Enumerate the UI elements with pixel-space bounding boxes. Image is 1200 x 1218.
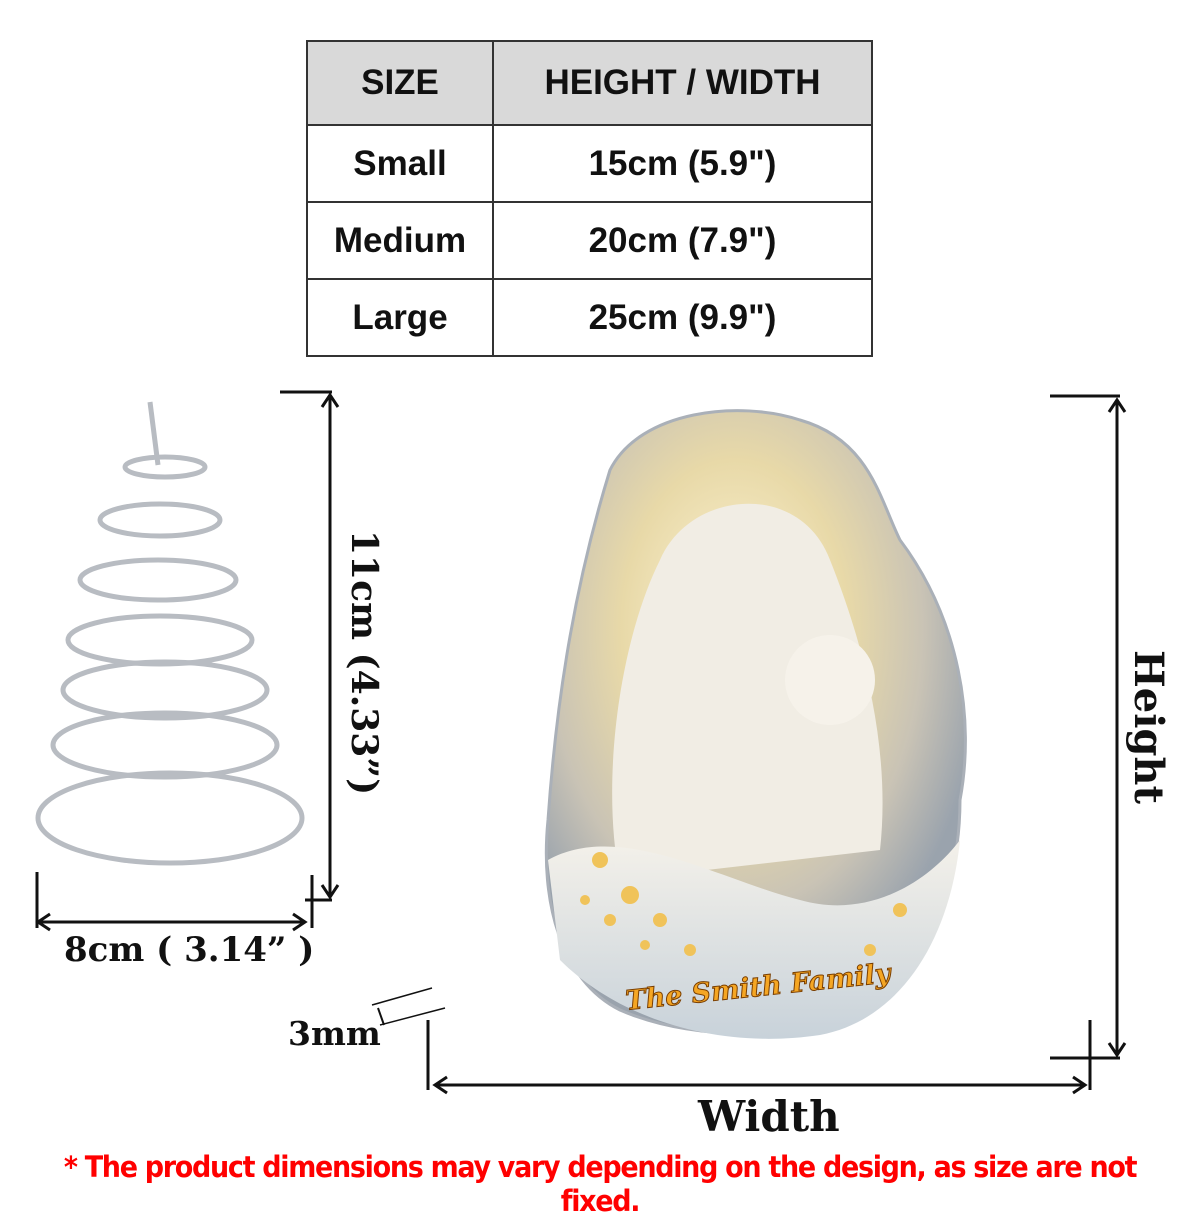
ornament-height-label: Height [1125, 650, 1172, 804]
dimension-cell: 15cm (5.9") [492, 124, 873, 203]
size-cell: Large [306, 278, 494, 357]
thickness-label: 3mm [288, 1014, 381, 1053]
header-height-width: HEIGHT / WIDTH [492, 40, 873, 126]
dimension-cell: 25cm (9.9") [492, 278, 873, 357]
size-table: SIZE HEIGHT / WIDTH Small 15cm (5.9") Me… [306, 40, 873, 357]
header-size: SIZE [306, 40, 494, 126]
ornament-width-label: Width [698, 1092, 840, 1141]
disclaimer-text: * The product dimensions may vary depend… [63, 1150, 1138, 1218]
size-cell: Small [306, 124, 494, 203]
table-row: Large 25cm (9.9") [306, 278, 873, 357]
spiral-spring-image [35, 401, 305, 866]
ornament-image [544, 409, 967, 1039]
spring-height-label: 11cm (4.33”) [343, 530, 385, 796]
dimension-cell: 20cm (7.9") [492, 201, 873, 280]
spring-dimension-lines [35, 390, 340, 932]
size-cell: Medium [306, 201, 494, 280]
table-row: Medium 20cm (7.9") [306, 201, 873, 280]
table-row: Small 15cm (5.9") [306, 124, 873, 203]
ornament-dimension-lines [371, 394, 1127, 1095]
spring-width-label: 8cm ( 3.14” ) [64, 930, 315, 970]
table-header-row: SIZE HEIGHT / WIDTH [306, 40, 873, 126]
